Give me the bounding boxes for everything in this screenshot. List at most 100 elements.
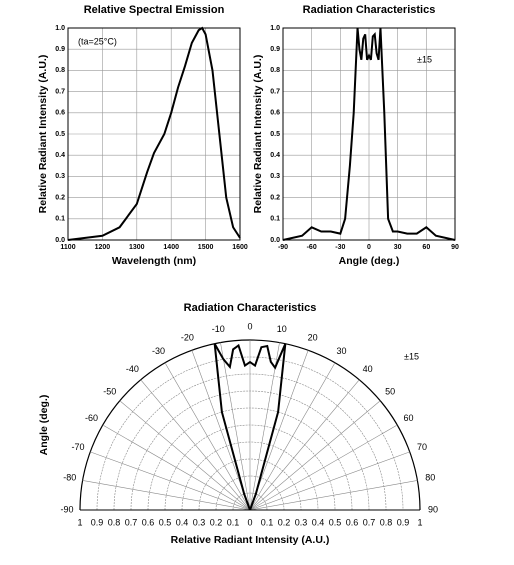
y-tick-label: 0.1 bbox=[270, 216, 280, 223]
angle-tick-label: 30 bbox=[336, 346, 346, 356]
angle-tick-label: 20 bbox=[308, 332, 318, 342]
x-tick-label: 60 bbox=[422, 244, 430, 251]
angle-tick-label: -60 bbox=[85, 413, 98, 423]
y-tick-label: 0.8 bbox=[55, 67, 65, 74]
r-tick-label: 0.1 bbox=[261, 517, 274, 527]
y-tick-label: 1.0 bbox=[55, 25, 65, 32]
r-tick-label: 0.2 bbox=[210, 517, 223, 527]
r-tick-label: 0 bbox=[247, 517, 252, 527]
r-tick-label: 0.6 bbox=[346, 517, 359, 527]
x-tick-label: 0 bbox=[367, 244, 371, 251]
r-tick-label: 0.2 bbox=[278, 517, 291, 527]
y-tick-label: 0.4 bbox=[270, 152, 280, 159]
y-tick-label: 0.3 bbox=[55, 173, 65, 180]
data-line bbox=[67, 26, 241, 241]
r-tick-label: 1 bbox=[77, 517, 82, 527]
y-axis-label: Relative Radiant Intensity (A.U.) bbox=[252, 55, 264, 214]
y-tick-label: 0.9 bbox=[55, 46, 65, 53]
plot-frame bbox=[67, 27, 241, 241]
data-line bbox=[282, 27, 456, 241]
grid-spoke bbox=[102, 424, 251, 511]
y-axis-label: Angle (deg.) bbox=[38, 395, 50, 456]
y-tick-label: 0.4 bbox=[55, 152, 65, 159]
x-tick-label: 1200 bbox=[95, 244, 111, 251]
angle-tick-label: -20 bbox=[181, 332, 194, 342]
r-tick-label: 0.1 bbox=[227, 517, 240, 527]
y-tick-label: 0.7 bbox=[270, 88, 280, 95]
chart-title: Radiation Characteristics bbox=[303, 4, 436, 16]
r-tick-label: 0.4 bbox=[176, 517, 189, 527]
r-tick-label: 0.3 bbox=[295, 517, 308, 527]
y-tick-label: 0.7 bbox=[55, 88, 65, 95]
angle-tick-label: 80 bbox=[425, 473, 435, 483]
x-tick-label: 90 bbox=[451, 244, 459, 251]
angle-tick-label: -10 bbox=[212, 324, 225, 334]
angle-tick-label: 50 bbox=[385, 387, 395, 397]
grid-spoke bbox=[119, 400, 251, 511]
r-tick-label: 0.4 bbox=[312, 517, 325, 527]
y-tick-label: 0.5 bbox=[270, 131, 280, 138]
grid-spoke bbox=[140, 379, 251, 511]
r-tick-label: 0.7 bbox=[363, 517, 376, 527]
grid-spoke bbox=[249, 424, 398, 511]
r-tick-label: 0.9 bbox=[397, 517, 410, 527]
y-tick-label: 0.6 bbox=[55, 110, 65, 117]
grid-spoke bbox=[249, 379, 360, 511]
y-axis-label: Relative Radiant Intensity (A.U.) bbox=[37, 55, 49, 214]
y-tick-label: 0.8 bbox=[270, 67, 280, 74]
angle-tick-label: -30 bbox=[152, 346, 165, 356]
grid-spoke bbox=[90, 451, 251, 511]
x-tick-label: 30 bbox=[394, 244, 402, 251]
y-tick-label: 0.5 bbox=[55, 131, 65, 138]
r-tick-label: 0.8 bbox=[380, 517, 393, 527]
grid-spoke bbox=[249, 362, 336, 511]
angle-tick-label: 0 bbox=[247, 321, 252, 331]
x-axis-label: Wavelength (nm) bbox=[112, 255, 196, 267]
grid-spoke bbox=[249, 342, 280, 511]
grid-circle bbox=[232, 492, 268, 511]
grid-spoke bbox=[164, 362, 251, 511]
y-tick-label: 0.2 bbox=[270, 194, 280, 201]
grid-spoke bbox=[82, 480, 251, 511]
r-tick-label: 0.5 bbox=[159, 517, 172, 527]
r-tick-label: 0.9 bbox=[91, 517, 104, 527]
y-tick-label: 0.9 bbox=[270, 46, 280, 53]
data-line bbox=[213, 343, 287, 511]
angle-tick-label: 40 bbox=[363, 364, 373, 374]
plot-frame bbox=[282, 27, 456, 241]
angle-tick-label: -70 bbox=[72, 442, 85, 452]
chart-title: Relative Spectral Emission bbox=[84, 4, 225, 16]
angle-tick-label: 70 bbox=[417, 442, 427, 452]
annotation: (ta=25°C) bbox=[78, 36, 117, 46]
x-tick-label: 1100 bbox=[60, 244, 75, 251]
angle-tick-label: -90 bbox=[60, 504, 73, 514]
grid-spoke bbox=[249, 400, 381, 511]
angle-tick-label: -50 bbox=[103, 387, 116, 397]
grid-spoke bbox=[249, 480, 418, 511]
angle-tick-label: 60 bbox=[403, 413, 413, 423]
y-tick-label: 0.1 bbox=[55, 216, 65, 223]
y-tick-label: 0.0 bbox=[270, 237, 280, 244]
y-tick-label: 0.3 bbox=[270, 173, 280, 180]
angle-tick-label: -80 bbox=[63, 473, 76, 483]
r-tick-label: 0.8 bbox=[108, 517, 121, 527]
y-tick-label: 0.2 bbox=[55, 194, 65, 201]
r-tick-label: 0.6 bbox=[142, 517, 155, 527]
angle-tick-label: 90 bbox=[428, 504, 438, 514]
x-tick-label: 1300 bbox=[129, 244, 145, 251]
x-tick-label: 1500 bbox=[198, 244, 214, 251]
y-tick-label: 0.6 bbox=[270, 110, 280, 117]
annotation: ±15 bbox=[417, 54, 432, 64]
r-tick-label: 1 bbox=[417, 517, 422, 527]
r-tick-label: 0.3 bbox=[193, 517, 206, 527]
x-tick-label: 1600 bbox=[232, 244, 248, 251]
x-tick-label: 1400 bbox=[163, 244, 179, 251]
r-tick-label: 0.7 bbox=[125, 517, 138, 527]
grid-spoke bbox=[249, 451, 410, 511]
angle-tick-label: 10 bbox=[277, 324, 287, 334]
grid-spoke bbox=[220, 342, 251, 511]
r-tick-label: 0.5 bbox=[329, 517, 342, 527]
chart-title: Radiation Characteristics bbox=[184, 302, 317, 314]
x-axis-label: Angle (deg.) bbox=[339, 255, 400, 267]
